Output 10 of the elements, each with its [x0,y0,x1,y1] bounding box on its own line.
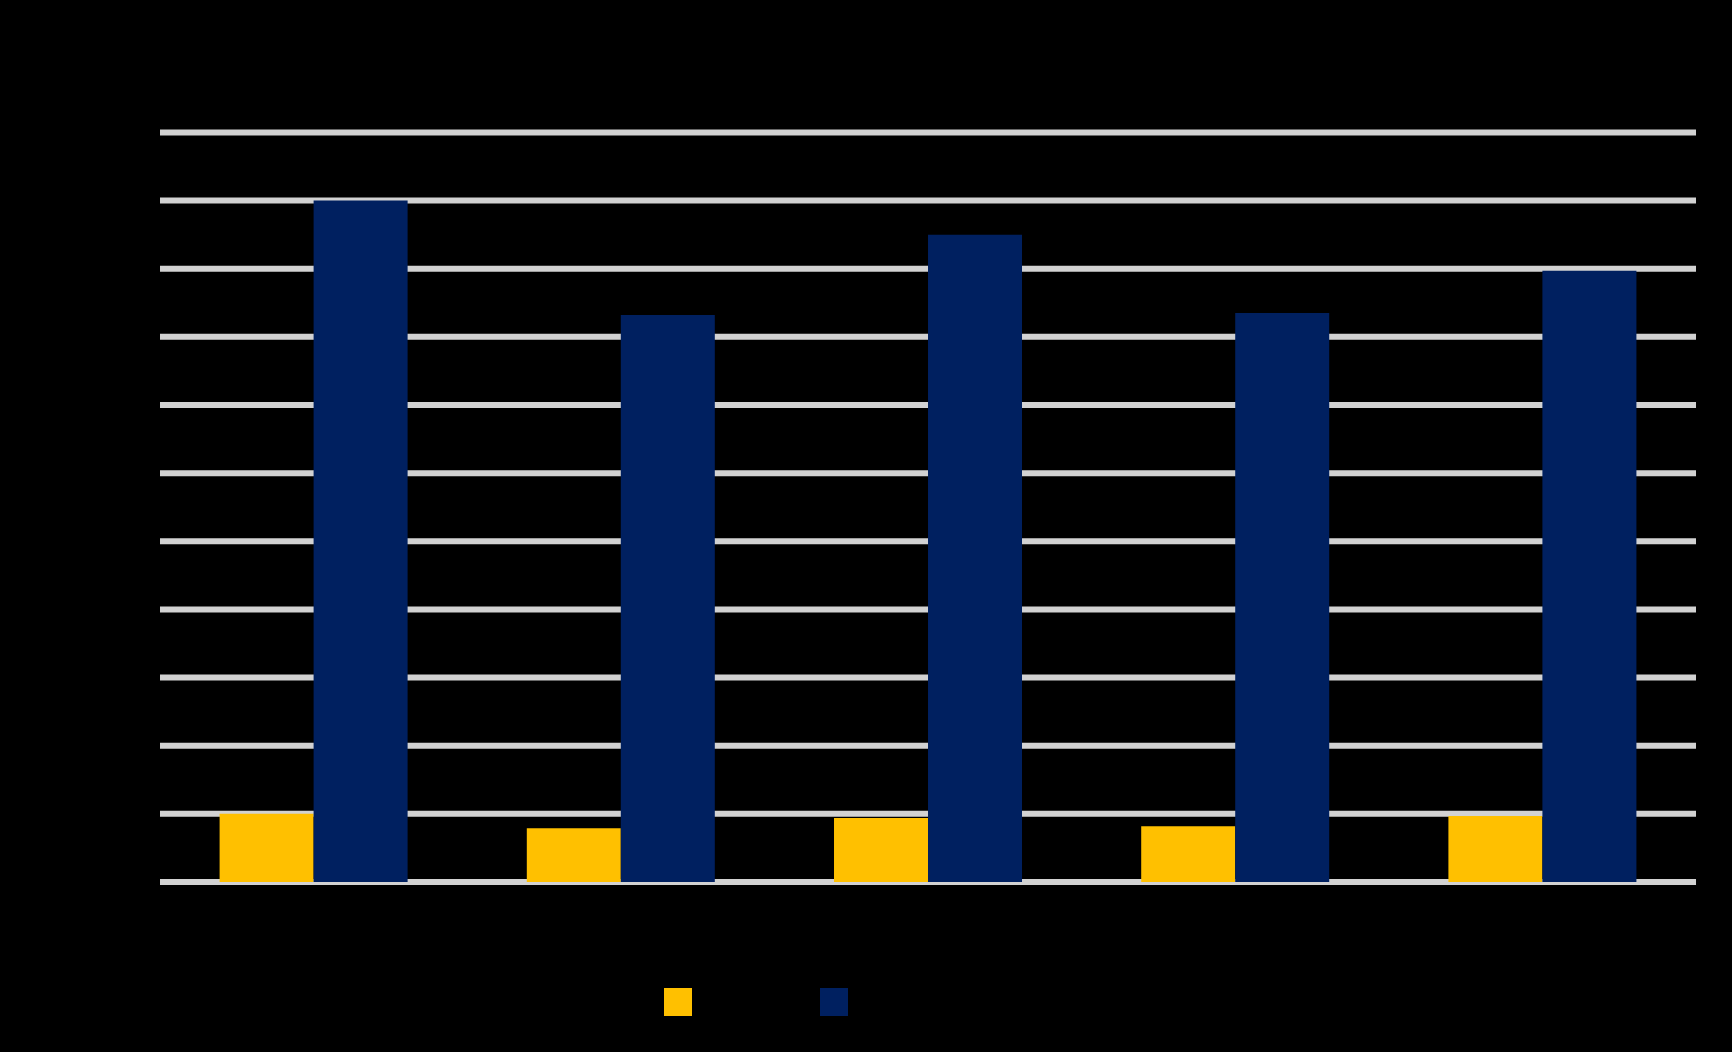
bar [219,813,314,882]
bar [1141,826,1236,882]
bar [834,817,929,882]
bar [620,315,715,882]
bar [1542,270,1637,882]
bar [313,200,408,882]
bar [526,828,621,882]
bar [928,234,1023,882]
bar [1235,313,1330,882]
bar [1448,815,1543,882]
